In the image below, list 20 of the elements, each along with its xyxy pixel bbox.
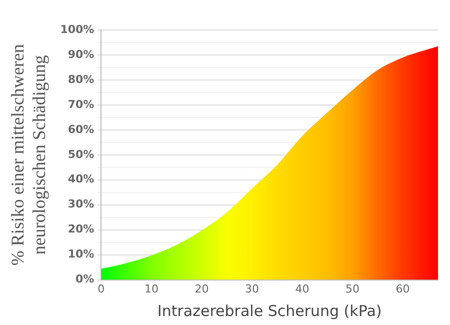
y-tick-label: 50% xyxy=(68,148,94,161)
x-tick-label: 60 xyxy=(396,282,410,296)
y-tick-label: 0% xyxy=(75,272,94,286)
x-tick-label: 0 xyxy=(98,282,105,296)
y-tick-label: 90% xyxy=(68,48,94,61)
x-tick-label: 20 xyxy=(194,282,209,296)
y-tick-label: 100% xyxy=(60,22,94,36)
x-tick-label: 10 xyxy=(144,282,158,296)
y-tick-label: 80% xyxy=(68,72,94,86)
y-tick-label: 30% xyxy=(68,198,94,211)
x-tick-label: 30 xyxy=(244,282,259,296)
x-tick-label: 40 xyxy=(295,282,310,296)
x-tick-label: 50 xyxy=(346,282,360,296)
y-tick-label: 20% xyxy=(68,222,94,236)
y-tick-label: 70% xyxy=(68,98,94,111)
y-tick-label: 40% xyxy=(68,172,94,186)
x-axis-title: Intrazerebrale Scherung (kPa) xyxy=(157,302,382,320)
y-axis-title: % Risiko einer mittelschweren neurologischen Schädigung xyxy=(8,44,50,266)
y-tick-label: 60% xyxy=(68,122,94,136)
y-tick-label: 10% xyxy=(68,248,94,261)
